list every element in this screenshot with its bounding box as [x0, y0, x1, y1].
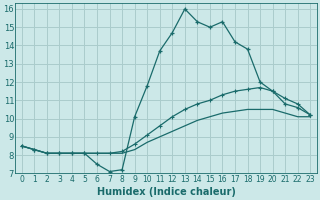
X-axis label: Humidex (Indice chaleur): Humidex (Indice chaleur) [97, 187, 236, 197]
